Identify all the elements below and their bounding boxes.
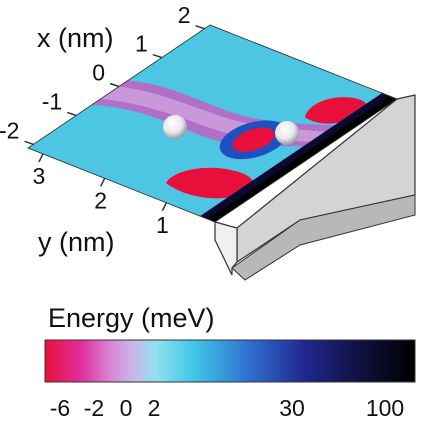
colorbar-tick-label: 30 <box>279 395 305 421</box>
y-axis-label: y (nm) <box>38 227 115 257</box>
colorbar-tick-label: 2 <box>148 395 161 421</box>
x-tick <box>67 112 76 115</box>
y-tick <box>162 203 166 211</box>
colorbar-tick-label: -2 <box>84 395 104 421</box>
x-tick-label: -2 <box>0 117 19 143</box>
y-tick-label: 3 <box>33 163 46 189</box>
x-tick <box>196 26 205 29</box>
x-tick-label: -1 <box>42 88 62 114</box>
x-tick <box>24 141 33 144</box>
figure: x (nm) y (nm) Energy (meV) 210-1-2321-6-… <box>0 0 448 426</box>
y-tick <box>39 154 43 162</box>
colorbar-tick-label: 100 <box>366 395 404 421</box>
y-tick-label: 2 <box>94 187 107 213</box>
x-tick <box>153 55 162 58</box>
sphere <box>275 121 299 145</box>
y-tick-label: 1 <box>156 212 169 238</box>
x-tick-label: 1 <box>135 31 148 57</box>
colorbar <box>45 340 415 382</box>
colorbar-tick-label: -6 <box>50 395 70 421</box>
colorbar-tick-label: 0 <box>120 395 133 421</box>
x-tick <box>110 84 119 87</box>
sphere <box>163 115 187 139</box>
x-tick-label: 0 <box>92 60 105 86</box>
x-tick-label: 2 <box>178 2 191 28</box>
x-axis-label: x (nm) <box>37 23 114 53</box>
colorbar-title: Energy (meV) <box>48 303 215 333</box>
y-tick <box>101 178 105 186</box>
